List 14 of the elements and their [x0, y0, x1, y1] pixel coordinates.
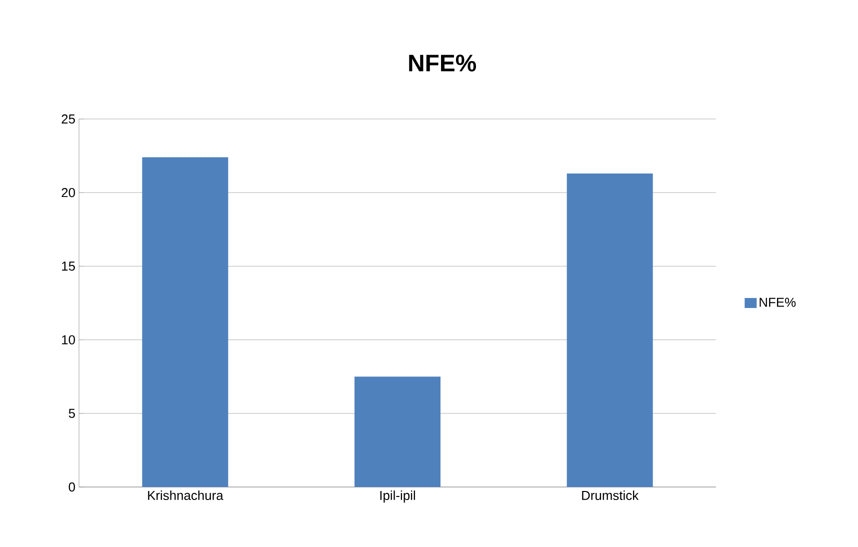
x-tick-label: Ipil-ipil: [380, 490, 415, 503]
legend-label: NFE%: [760, 298, 796, 307]
y-tick-label: 5: [68, 408, 75, 418]
y-tick-label: 25: [62, 114, 75, 124]
bar: [354, 376, 441, 487]
x-tick-label: Krishnachura: [148, 490, 224, 500]
y-tick-label: 10: [62, 335, 75, 344]
y-tick-label: 0: [68, 482, 75, 492]
y-tick-label: 15: [62, 262, 75, 271]
chart-title: NFE%: [409, 54, 476, 72]
x-tick-label: Drumstick: [582, 490, 639, 500]
y-tick-label: 20: [62, 188, 75, 198]
bar: [566, 173, 653, 487]
bar: [142, 157, 228, 487]
